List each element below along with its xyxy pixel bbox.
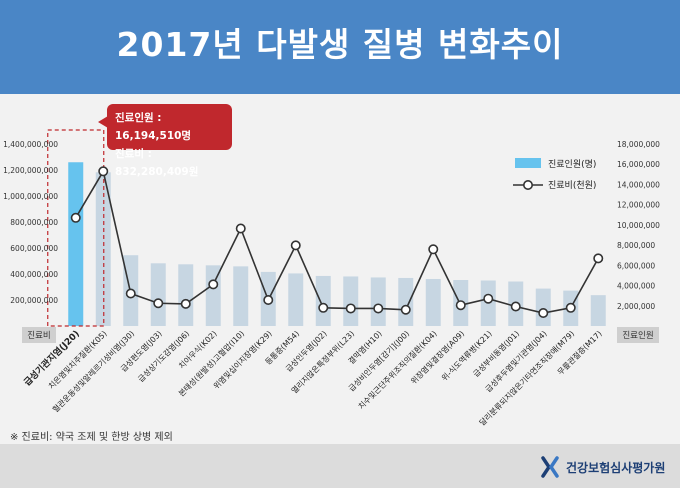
bar-patients-4 — [178, 264, 194, 326]
right-axis-label: 진료인원 — [622, 330, 653, 341]
left-axis-label: 진료비 — [27, 330, 50, 341]
right-tick-label-8: 2,000,000 — [617, 302, 655, 311]
left-tick-label-5: 400,000,000 — [10, 270, 58, 279]
left-tick-label-6: 200,000,000 — [10, 296, 58, 305]
right-tick-label-7: 4,000,000 — [617, 282, 655, 291]
point-cost-6 — [235, 223, 246, 234]
point-cost-12 — [400, 304, 411, 315]
callout-cost: 진료비 : 832,280,409원 — [115, 148, 199, 178]
bar-patients-12 — [398, 277, 414, 326]
point-cost-8 — [290, 240, 301, 251]
point-cost-1 — [98, 166, 109, 177]
category-label-14: 위장염및결장염(A09) — [408, 328, 466, 386]
point-cost-13 — [428, 244, 439, 255]
hira-logo-icon — [541, 456, 559, 478]
legend-swatch-patients — [515, 158, 541, 168]
right-tick-label-4: 10,000,000 — [617, 221, 660, 230]
bar-patients-6 — [233, 266, 249, 326]
left-tick-label-1: 1,200,000,000 — [3, 166, 58, 175]
point-cost-11 — [373, 303, 384, 314]
left-axis-label-box — [22, 327, 56, 343]
callout-arrow — [98, 116, 108, 128]
footnote: ※ 진료비: 약국 조제 및 한방 상병 제외 — [10, 432, 173, 443]
bar-patients-10 — [343, 276, 359, 326]
bar-patients-13 — [425, 278, 441, 326]
right-axis-label-box — [617, 327, 659, 343]
point-cost-16 — [510, 301, 521, 312]
left-tick-label-0: 1,400,000,000 — [3, 140, 58, 149]
hira-logo: 건강보험심사평가원 — [540, 456, 665, 478]
point-cost-17 — [538, 307, 549, 318]
header-banner: 2017년 다발생 질병 변화추이 — [0, 0, 680, 94]
right-tick-label-6: 6,000,000 — [617, 261, 655, 270]
left-tick-label-2: 1,000,000,000 — [3, 192, 58, 201]
bar-patients-17 — [535, 288, 551, 326]
chart-background — [0, 94, 680, 444]
point-cost-10 — [345, 303, 356, 314]
point-cost-5 — [208, 279, 219, 290]
legend-marker-cost — [522, 180, 533, 191]
right-tick-label-1: 16,000,000 — [617, 160, 660, 169]
left-tick-label-3: 800,000,000 — [10, 218, 58, 227]
point-cost-7 — [263, 294, 274, 305]
legend-label-cost: 진료비(천원) — [548, 180, 596, 191]
page-title: 2017년 다발생 질병 변화추이 — [116, 25, 564, 64]
bar-patients-8 — [288, 273, 304, 326]
point-cost-2 — [125, 288, 136, 299]
bar-patients-5 — [205, 265, 221, 326]
right-tick-label-2: 14,000,000 — [617, 180, 660, 189]
left-tick-label-4: 600,000,000 — [10, 244, 58, 253]
point-cost-14 — [455, 300, 466, 311]
point-cost-19 — [593, 253, 604, 264]
category-label-15: 위-식도역류병(K21) — [439, 328, 493, 382]
bar-patients-9 — [315, 275, 331, 326]
legend-label-patients: 진료인원(명) — [548, 159, 596, 170]
bar-patients-0 — [68, 162, 84, 326]
point-cost-0 — [70, 212, 81, 223]
bar-patients-19 — [590, 295, 606, 326]
point-cost-3 — [153, 298, 164, 309]
highlight-box — [47, 129, 105, 327]
point-cost-4 — [180, 298, 191, 309]
hira-logo-text: 건강보험심사평가원 — [566, 460, 666, 475]
bar-patients-11 — [370, 277, 386, 326]
point-cost-18 — [565, 302, 576, 313]
right-tick-label-3: 12,000,000 — [617, 201, 660, 210]
bar-patients-3 — [150, 263, 166, 326]
point-cost-15 — [483, 293, 494, 304]
category-label-4: 급성상기도감염(J06) — [136, 328, 192, 384]
category-label-18: 달리분류되지않은기타연조직장애(M79) — [477, 328, 576, 427]
highlight-callout: 진료인원 : 16,194,510명 진료비 : 832,280,409원 — [107, 104, 232, 178]
right-tick-label-0: 18,000,000 — [617, 140, 660, 149]
callout-patients: 진료인원 : 16,194,510명 — [115, 112, 192, 142]
footer-bar — [0, 444, 680, 488]
right-tick-label-5: 8,000,000 — [617, 241, 655, 250]
point-cost-9 — [318, 302, 329, 313]
